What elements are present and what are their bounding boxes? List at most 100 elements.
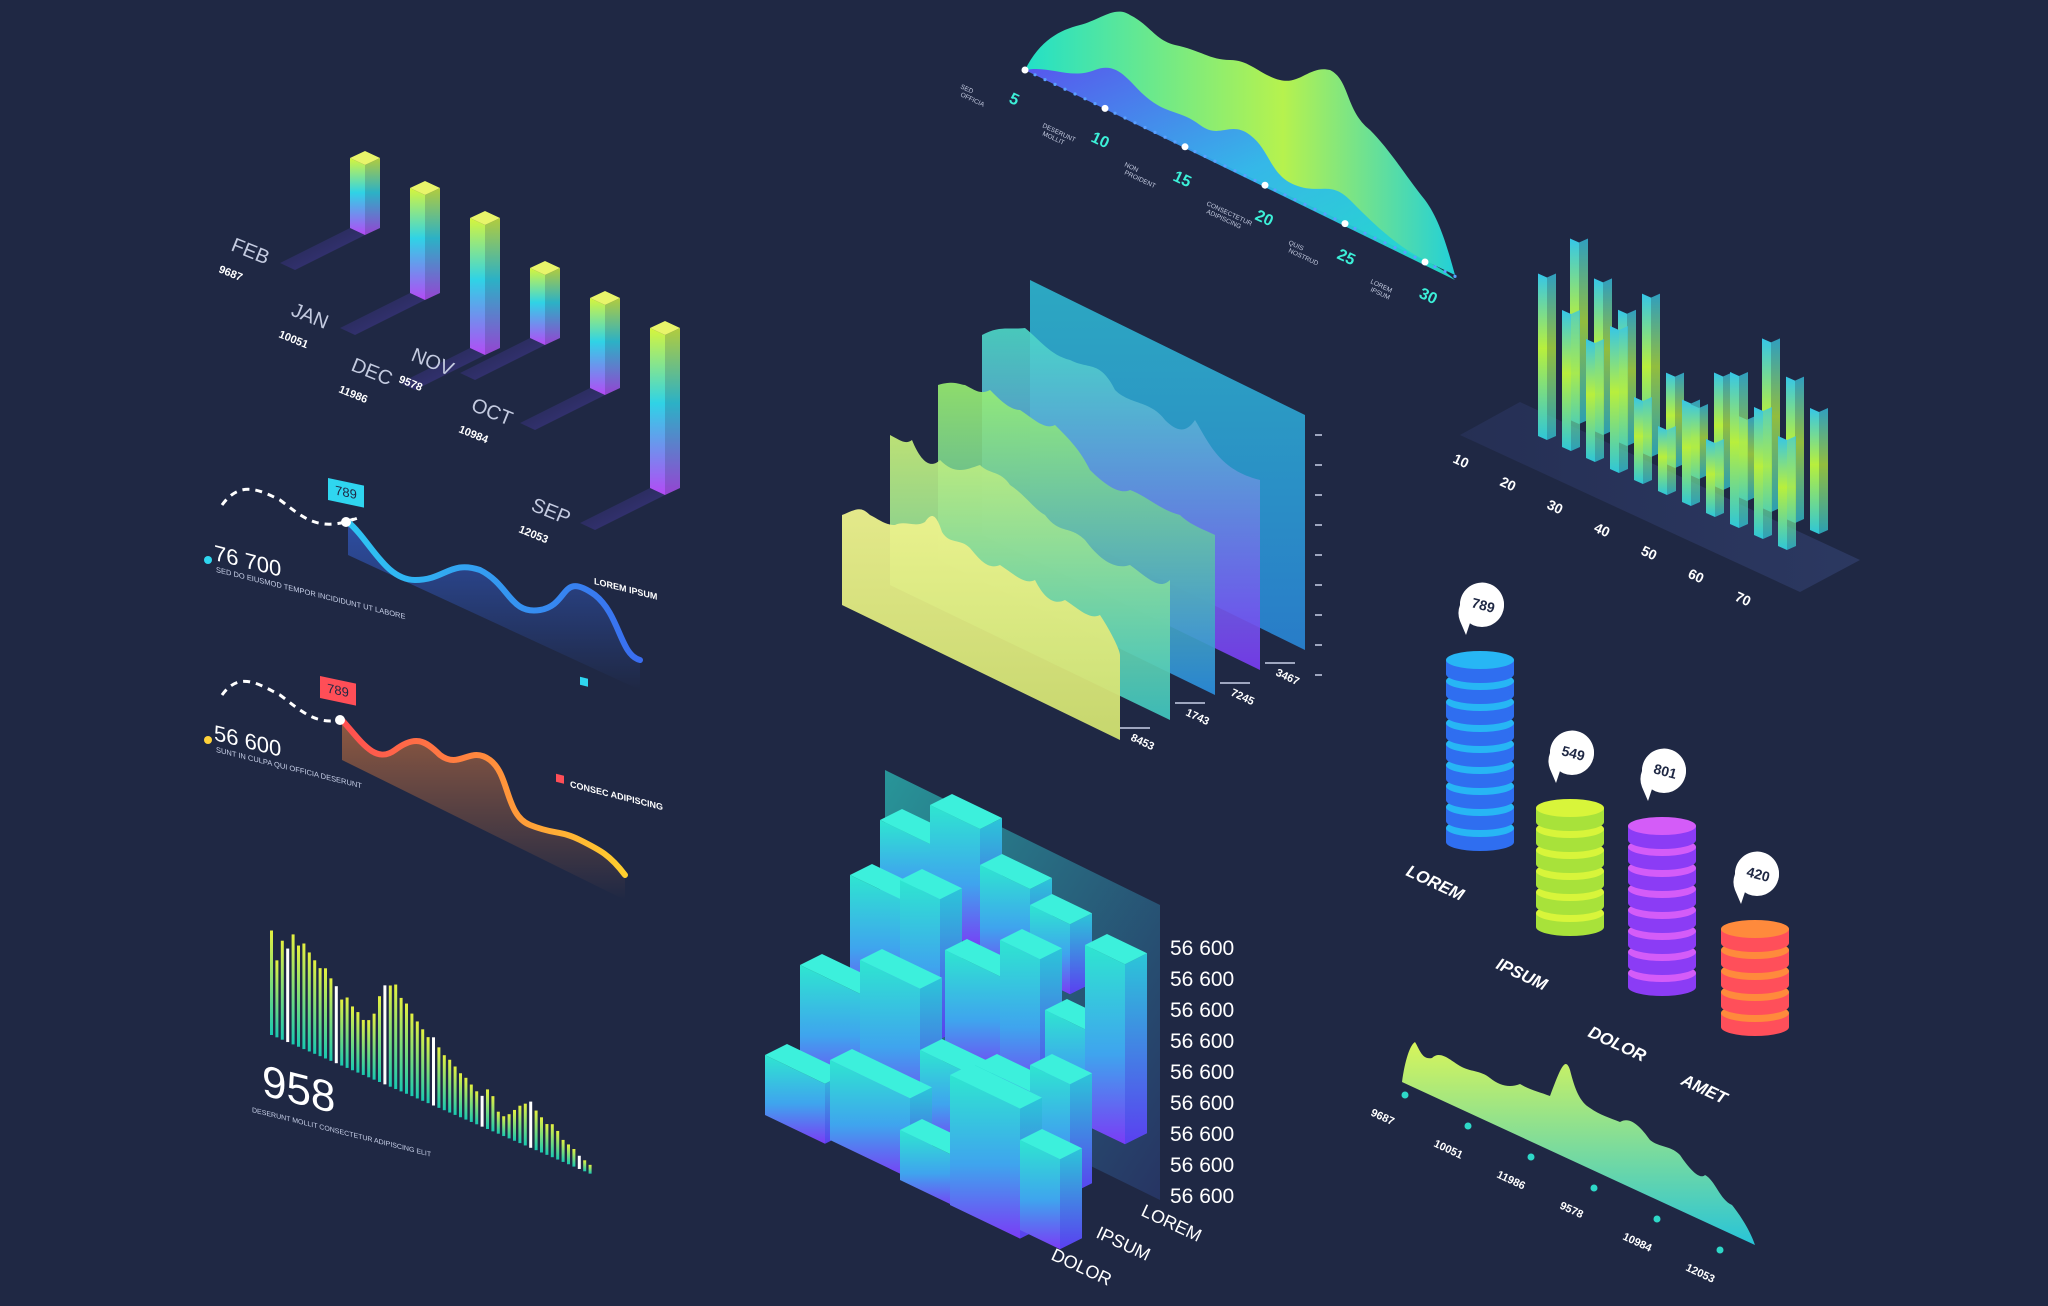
coin-stack: 549 (1536, 730, 1604, 936)
spectrum-bar (459, 1073, 462, 1118)
spectrum-bar (378, 996, 381, 1082)
layer-label: 1743 (1184, 707, 1211, 728)
spectrum-bar (583, 1160, 587, 1172)
spectrum-bar (437, 1047, 441, 1108)
wave-axis-label: OFFICIA (959, 91, 986, 108)
axis-dot (1323, 212, 1327, 216)
spectrum-bar (383, 985, 387, 1085)
block-ytick: 56 600 (1170, 968, 1234, 991)
orange-line-series (339, 717, 628, 878)
spectrum-bar (491, 1096, 495, 1132)
axis-dot (1033, 73, 1037, 77)
column-bar (1810, 408, 1828, 534)
spectrum-bar (507, 1114, 511, 1139)
column-bar (1706, 439, 1724, 517)
layer-label: 8453 (1129, 732, 1156, 753)
orange-line-marker (335, 715, 345, 725)
layer-label: 7245 (1229, 687, 1256, 708)
value-bubble: 420 (1733, 851, 1779, 904)
layer-1 (842, 509, 1120, 740)
coin-stack: 801 (1628, 748, 1696, 996)
spectrum-bar (270, 930, 273, 1035)
spectrum-bar (372, 1013, 376, 1080)
blue-line-series (345, 519, 643, 663)
month-value: 9687 (217, 264, 244, 284)
layer-label: 3467 (1274, 667, 1301, 688)
spectrum-bar (286, 948, 290, 1043)
block-ytick: 56 600 (1170, 937, 1234, 960)
axis-dot (1233, 169, 1237, 173)
bottom-wave-xtick: 11986 (1495, 1169, 1527, 1193)
spectrum-bar (545, 1124, 549, 1155)
axis-dot (1223, 164, 1227, 168)
column-bar (1658, 426, 1676, 495)
month-bar (580, 321, 680, 530)
axis-dot (1093, 102, 1097, 106)
block-row-label: IPSUM (1093, 1222, 1153, 1264)
spectrum-bar (518, 1105, 522, 1144)
spectrum-bar (442, 1055, 446, 1111)
spectrum-bar (388, 985, 392, 1087)
axis-dot (1313, 207, 1317, 211)
spectrum-bar (340, 999, 344, 1066)
spectrum-caption: DESERUNT MOLLIT CONSECTETUR ADIPISCING E… (252, 1106, 432, 1159)
spectrum-bar (523, 1103, 527, 1146)
month-bar (460, 261, 560, 380)
axis-dot (1143, 126, 1147, 130)
wave-axis-value: 15 (1170, 168, 1193, 191)
column-xtick: 70 (1733, 588, 1754, 609)
axis-dot (1073, 92, 1077, 96)
axis-dot (1383, 241, 1387, 245)
axis-dot (1123, 116, 1127, 120)
iso-column-chart: 10 20 30 40 50 60 70 (1451, 238, 1860, 609)
axis-dot (1021, 66, 1029, 74)
month-label: DEC (348, 354, 395, 390)
blue-legend-text: LOREM IPSUM (594, 576, 657, 602)
block-ytick: 56 600 (1170, 1030, 1234, 1053)
axis-dot (1193, 150, 1197, 154)
axis-dot (1173, 140, 1177, 144)
axis-dot (1363, 231, 1367, 235)
column-floor (1460, 402, 1860, 592)
orange-line-dashed-history (220, 679, 341, 723)
block-row-label: DOLOR (1048, 1244, 1114, 1289)
orange-line-area (342, 720, 625, 900)
spectrum-bar (426, 1037, 430, 1104)
blue-line-dashed-history (220, 487, 360, 526)
spectrum-bar (334, 986, 338, 1064)
spectrum-bar (469, 1084, 473, 1122)
spectrum-bar (529, 1101, 533, 1148)
bottom-wave-xtick: 12053 (1684, 1262, 1717, 1286)
coin-label: IPSUM (1493, 954, 1551, 994)
bottom-wave-dot (1464, 1122, 1472, 1130)
axis-dot (1133, 121, 1137, 125)
bottom-wave-dot (1527, 1153, 1535, 1161)
spectrum-bar (394, 984, 398, 1090)
blue-caption-dot (204, 556, 212, 564)
spectrum-bar (432, 1037, 435, 1106)
blue-legend-swatch (580, 676, 588, 687)
axis-dot (1053, 82, 1057, 86)
spectrum-bar (313, 960, 317, 1054)
spectrum-bar (502, 1116, 506, 1137)
column-bar (1634, 397, 1652, 484)
spectrum-bar (540, 1117, 543, 1153)
wave-axis-value: 30 (1416, 285, 1439, 308)
spectrum-bar (464, 1077, 468, 1120)
wave-axis-label: PROIDENT (1123, 169, 1156, 190)
bottom-wave-xtick: 10984 (1621, 1231, 1655, 1255)
blue-line-area (348, 522, 640, 690)
blue-line-marker (341, 517, 351, 527)
blue-badge-text: 789 (335, 483, 357, 502)
month-label: FEB (228, 234, 272, 269)
spectrum-bar (567, 1144, 570, 1165)
month-bar (280, 151, 380, 270)
axis-dot (1403, 250, 1407, 254)
spectrum-bar (534, 1110, 538, 1151)
spectrum-bar (556, 1130, 560, 1160)
month-value: 10984 (457, 424, 491, 447)
column-bar (1538, 273, 1556, 440)
spectrum-bar (513, 1109, 516, 1141)
month-bar (400, 211, 500, 390)
